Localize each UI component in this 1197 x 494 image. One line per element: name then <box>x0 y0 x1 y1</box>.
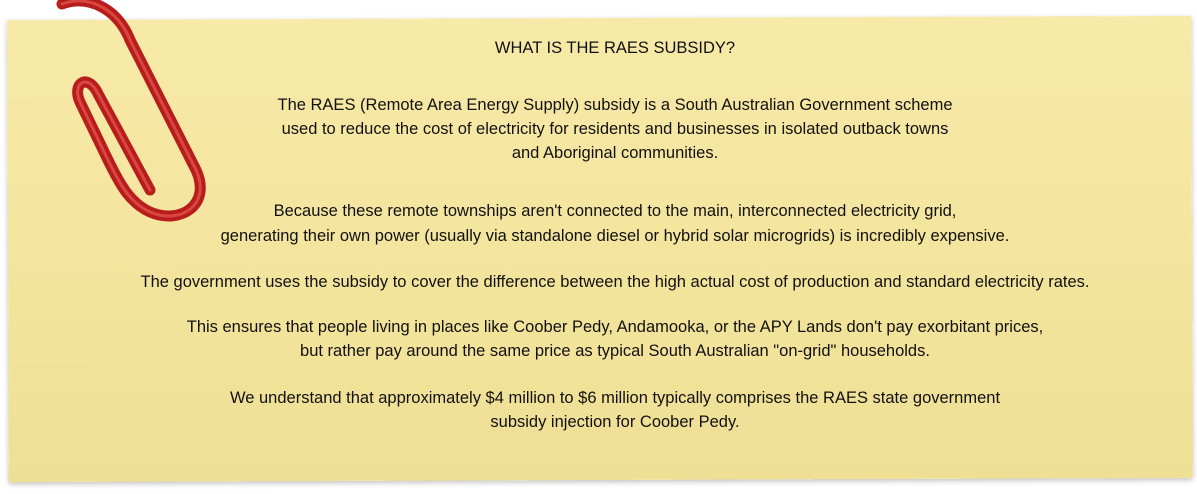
paragraph-line: The government uses the subsidy to cover… <box>20 272 1197 292</box>
paperclip <box>0 0 260 240</box>
page: WHAT IS THE RAES SUBSIDY? The RAES (Remo… <box>0 0 1197 494</box>
paragraph-line: We understand that approximately $4 mill… <box>20 388 1197 408</box>
paragraph-line: subsidy injection for Coober Pedy. <box>20 412 1197 432</box>
paragraph-line: This ensures that people living in place… <box>20 317 1197 337</box>
paragraph-line: but rather pay around the same price as … <box>20 341 1197 361</box>
